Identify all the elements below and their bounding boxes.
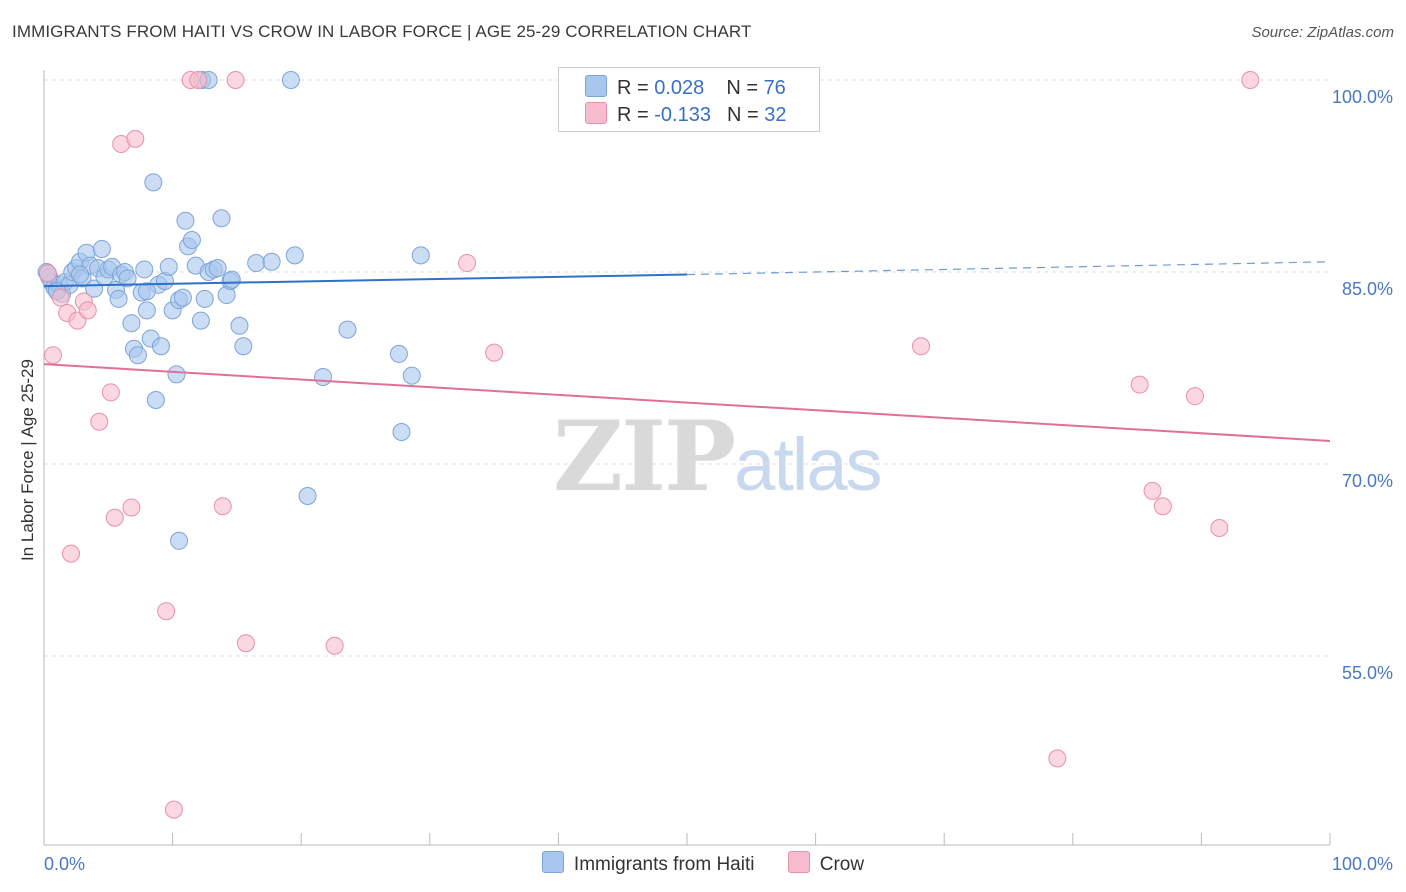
haiti-point bbox=[137, 301, 156, 320]
haiti-trend-extension bbox=[686, 261, 1331, 276]
x-tick-label-min: 0.0% bbox=[44, 854, 85, 874]
legend-r-label: R = bbox=[617, 77, 655, 99]
chart-title: IMMIGRANTS FROM HAITI VS CROW IN LABOR F… bbox=[12, 22, 752, 41]
haiti-point bbox=[247, 254, 266, 273]
haiti-point bbox=[195, 289, 214, 308]
crow-point bbox=[122, 498, 141, 517]
legend-swatch-crow bbox=[787, 851, 810, 873]
legend-item-crow[interactable]: Crow bbox=[787, 851, 865, 876]
crow-point bbox=[90, 412, 109, 431]
haiti-point bbox=[71, 265, 90, 284]
haiti-point bbox=[208, 259, 227, 278]
crow-point bbox=[1241, 71, 1260, 89]
legend-r-label: R = bbox=[617, 104, 655, 126]
y-axis-label: In Labor Force | Age 25-29 bbox=[18, 359, 37, 561]
haiti-point bbox=[182, 231, 201, 249]
haiti-point bbox=[176, 211, 195, 230]
haiti-point bbox=[411, 246, 430, 265]
haiti-point bbox=[281, 71, 300, 89]
crow-point bbox=[458, 254, 477, 273]
legend-label-crow: Crow bbox=[819, 854, 865, 875]
haiti-trend-line bbox=[43, 273, 688, 288]
haiti-point bbox=[118, 269, 137, 288]
crow-trend-line bbox=[43, 363, 1331, 442]
haiti-point bbox=[144, 173, 163, 192]
haiti-point bbox=[230, 316, 249, 335]
haiti-point bbox=[191, 311, 210, 330]
crow-point bbox=[1210, 519, 1229, 537]
legend-row-crow: R = -0.133 N = 32 bbox=[585, 102, 786, 128]
crow-point bbox=[1185, 387, 1204, 406]
crow-point bbox=[1130, 375, 1149, 394]
y-tick-label: 55.0% bbox=[1342, 663, 1393, 683]
haiti-point bbox=[298, 487, 317, 505]
crow-point bbox=[236, 634, 255, 653]
haiti-point bbox=[234, 337, 253, 356]
crow-point bbox=[38, 264, 57, 283]
series-legend: Immigrants from Haiti Crow bbox=[0, 851, 1406, 876]
legend-n-label: N = bbox=[726, 104, 765, 126]
legend-n-value: 32 bbox=[764, 104, 787, 126]
crow-point bbox=[485, 343, 504, 362]
haiti-point bbox=[314, 367, 333, 386]
legend-swatch-crow bbox=[585, 102, 607, 124]
correlation-legend: R = 0.028 N = 76 R = -0.133 N = 32 bbox=[558, 67, 820, 132]
y-tick-label: 100.0% bbox=[1332, 87, 1393, 107]
legend-n-label: N = bbox=[726, 77, 764, 99]
crow-point bbox=[51, 288, 70, 307]
legend-label-haiti: Immigrants from Haiti bbox=[573, 854, 755, 875]
haiti-point bbox=[167, 365, 186, 384]
haiti-point bbox=[152, 337, 171, 356]
crow-point bbox=[164, 800, 183, 819]
haiti-point bbox=[173, 288, 192, 307]
haiti-point bbox=[285, 246, 304, 265]
haiti-point bbox=[159, 257, 178, 276]
haiti-point bbox=[146, 391, 165, 409]
y-tick-label: 70.0% bbox=[1342, 471, 1393, 491]
haiti-point bbox=[392, 423, 411, 441]
legend-r-value: -0.133 bbox=[654, 104, 711, 126]
crow-point bbox=[325, 636, 344, 655]
crow-point bbox=[213, 497, 232, 516]
legend-row-haiti: R = 0.028 N = 76 bbox=[585, 75, 786, 101]
haiti-point bbox=[137, 282, 156, 301]
haiti-point bbox=[389, 344, 408, 363]
legend-swatch-haiti bbox=[541, 851, 564, 873]
haiti-point bbox=[92, 239, 111, 258]
crow-point bbox=[226, 71, 245, 89]
crow-point bbox=[62, 544, 81, 563]
y-tick-label: 85.0% bbox=[1342, 279, 1393, 299]
haiti-point bbox=[128, 346, 147, 365]
crow-point bbox=[1153, 497, 1172, 516]
crow-point bbox=[105, 508, 124, 527]
haiti-point bbox=[122, 314, 141, 333]
crow-point bbox=[126, 129, 145, 148]
haiti-point bbox=[338, 320, 357, 339]
legend-n-value: 76 bbox=[763, 77, 786, 99]
legend-swatch-haiti bbox=[585, 75, 607, 97]
legend-item-haiti[interactable]: Immigrants from Haiti bbox=[541, 851, 755, 876]
x-tick-label-max: 100.0% bbox=[1332, 854, 1393, 874]
haiti-point bbox=[222, 270, 241, 289]
haiti-point bbox=[402, 366, 421, 385]
crow-point bbox=[44, 346, 63, 365]
crow-point bbox=[78, 301, 97, 320]
haiti-point bbox=[109, 289, 128, 308]
crow-point bbox=[1143, 481, 1162, 500]
haiti-point bbox=[212, 209, 231, 228]
crow-point bbox=[101, 383, 120, 402]
haiti-point bbox=[262, 252, 281, 271]
crow-point bbox=[157, 602, 176, 621]
source-credit: Source: ZipAtlas.com bbox=[1251, 24, 1394, 41]
legend-r-value: 0.028 bbox=[654, 77, 705, 99]
crow-point bbox=[1048, 749, 1067, 768]
crow-point bbox=[912, 337, 931, 356]
haiti-point bbox=[170, 531, 189, 550]
haiti-point bbox=[135, 260, 154, 279]
crow-point bbox=[189, 71, 208, 89]
